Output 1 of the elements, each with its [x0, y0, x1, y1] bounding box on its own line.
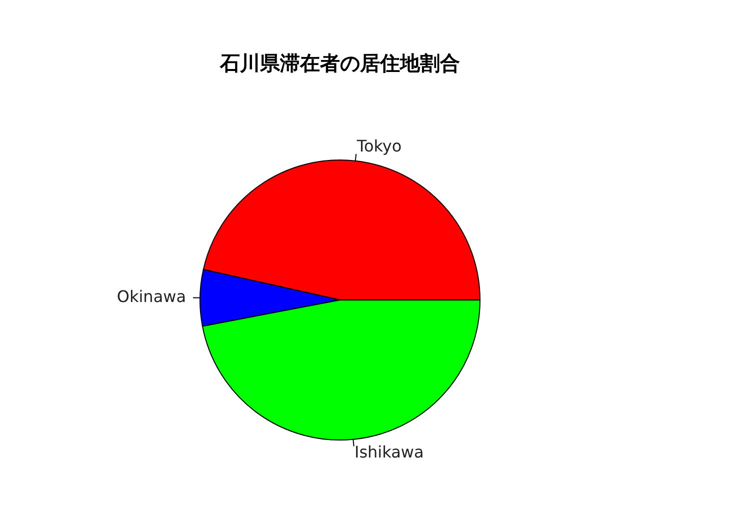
title: 石川県滞在者の居住地割合 — [220, 51, 460, 75]
